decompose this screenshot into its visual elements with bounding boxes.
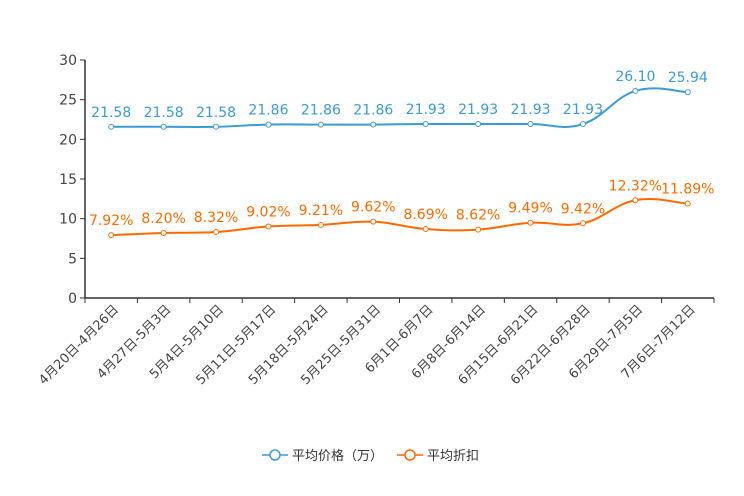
legend: 平均价格（万） 平均折扣 [262, 445, 479, 464]
data-point [632, 87, 639, 94]
data-label: 8.62% [456, 208, 500, 224]
y-tick-label: 20 [59, 132, 77, 148]
data-label: 21.93 [406, 102, 446, 118]
data-label: 8.69% [403, 207, 447, 223]
data-point [684, 89, 691, 96]
data-label: 11.89% [661, 182, 714, 198]
data-point [108, 232, 115, 239]
data-point [370, 121, 377, 128]
data-label: 26.10 [615, 69, 655, 85]
data-point [579, 220, 586, 227]
data-point [265, 223, 272, 230]
data-label: 21.58 [91, 105, 131, 121]
data-point [160, 229, 167, 236]
data-point [317, 221, 324, 228]
data-label: 12.32% [609, 178, 662, 194]
y-tick-label: 30 [59, 53, 77, 69]
data-point [579, 121, 586, 128]
data-label: 21.58 [144, 105, 184, 121]
data-label: 9.02% [246, 204, 290, 220]
data-label: 8.32% [194, 210, 238, 226]
data-point [370, 218, 377, 225]
data-label: 9.42% [561, 201, 605, 217]
data-point [160, 123, 167, 130]
series-line-0 [111, 87, 688, 128]
data-point [475, 121, 482, 128]
data-label: 21.93 [510, 102, 550, 118]
data-label: 9.21% [299, 203, 343, 219]
y-tick-label: 0 [68, 291, 77, 307]
data-label: 9.49% [508, 201, 552, 217]
data-point [527, 219, 534, 226]
data-point [108, 123, 115, 130]
data-label: 21.86 [353, 103, 393, 119]
series-line-1 [111, 198, 688, 237]
data-label: 9.62% [351, 200, 395, 216]
legend-marker-icon [262, 448, 288, 461]
legend-label: 平均价格（万） [292, 449, 384, 464]
legend-marker-icon [397, 448, 424, 461]
legend-label: 平均折扣 [427, 449, 480, 464]
data-point [422, 226, 429, 233]
data-point [213, 228, 220, 235]
data-label: 21.93 [563, 102, 603, 118]
y-tick-label: 15 [59, 172, 77, 188]
data-label: 8.20% [141, 211, 185, 227]
data-point [632, 197, 639, 204]
data-label: 25.94 [668, 70, 708, 86]
data-point [265, 121, 272, 128]
legend-item-price[interactable]: 平均价格（万） [262, 445, 383, 464]
data-label: 21.58 [196, 105, 236, 121]
legend-item-discount[interactable]: 平均折扣 [397, 445, 479, 464]
data-point [684, 200, 691, 207]
data-point [422, 121, 429, 128]
y-tick-label: 10 [59, 212, 77, 228]
data-point [317, 121, 324, 128]
data-label: 7.92% [89, 213, 133, 229]
y-tick-label: 5 [68, 251, 77, 267]
data-label: 21.93 [458, 102, 498, 118]
data-point [527, 121, 534, 128]
data-label: 21.86 [248, 103, 288, 119]
y-tick-label: 25 [59, 93, 77, 109]
data-point [475, 226, 482, 233]
data-point [213, 123, 220, 130]
data-label: 21.86 [301, 103, 341, 119]
